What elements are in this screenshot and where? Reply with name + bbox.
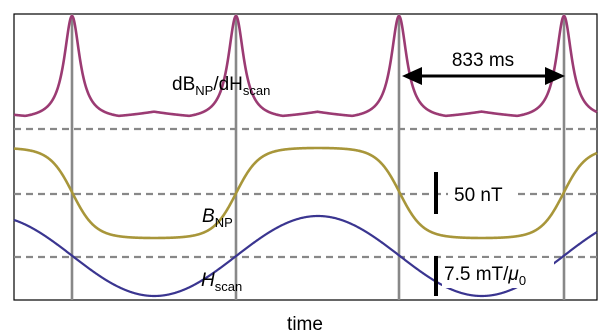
- x-axis-label: time: [287, 314, 323, 335]
- vertical-markers: [70, 14, 566, 300]
- period-arrow-right-head: [545, 67, 565, 85]
- series-line-bnp: [13, 146, 598, 240]
- scale-bar-hscan-label-bg: [442, 258, 554, 288]
- scale-bar-bnp-label-bg: [448, 184, 514, 206]
- period-label: 833 ms: [452, 50, 514, 71]
- period-label-bg: [441, 46, 525, 70]
- period-arrow-left-head: [402, 67, 422, 85]
- series-label-bnp: BNP: [202, 206, 233, 230]
- series-line-dbnp-dhscan: [13, 14, 598, 118]
- period-annotation: 833 ms: [402, 46, 565, 85]
- series-label-hscan: Hscan: [201, 270, 242, 294]
- scale-bar-hscan-label: 7.5 mT/μ0: [444, 264, 526, 288]
- plot-frame: [13, 13, 598, 301]
- scale-bar-hscan: 7.5 mT/μ0: [434, 256, 554, 296]
- series-label-dbnp-dhscan: dBNP/dHscan: [172, 74, 270, 98]
- scale-bar-bnp-label: 50 nT: [454, 185, 503, 206]
- scale-bar-bnp: 50 nT: [434, 172, 514, 214]
- series-line-hscan: [13, 214, 598, 298]
